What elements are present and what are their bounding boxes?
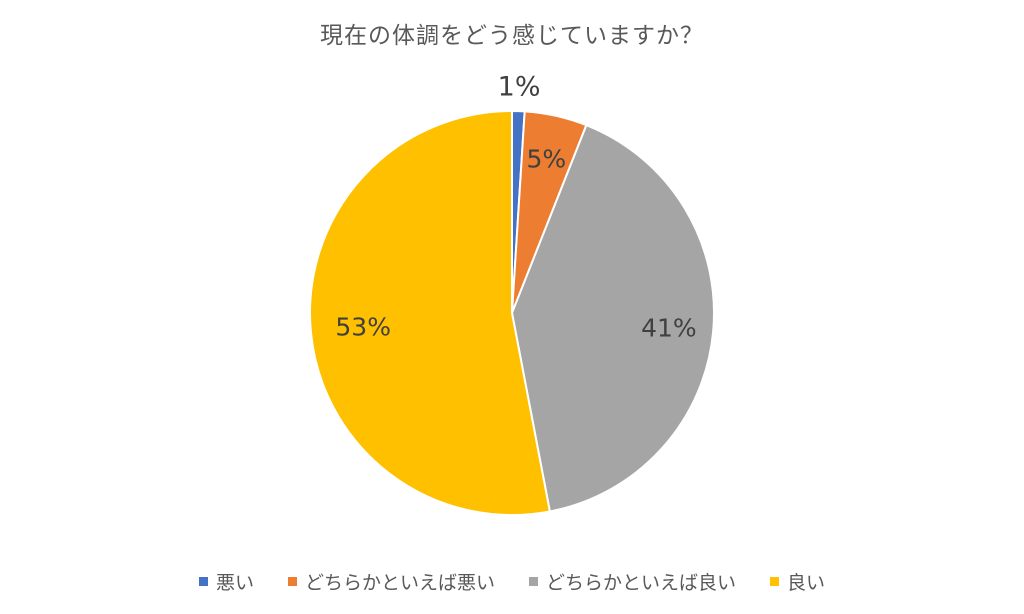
- legend-swatch: [287, 577, 297, 586]
- legend-item: 良い: [770, 568, 825, 595]
- data-label: 1%: [498, 72, 541, 103]
- legend-label: どちらかといえば悪い: [304, 572, 495, 594]
- legend: 悪い どちらかといえば悪い どちらかといえば良い 良い: [0, 568, 1024, 595]
- legend-swatch: [529, 577, 538, 586]
- legend-swatch: [770, 577, 780, 586]
- data-label: 5%: [527, 145, 567, 174]
- legend-label: 良い: [787, 572, 826, 594]
- legend-swatch: [198, 577, 208, 586]
- legend-item: どちらかといえば良い: [529, 568, 736, 595]
- pie-slice: [309, 109, 552, 516]
- data-label: 41%: [641, 313, 697, 342]
- legend-label: どちらかといえば良い: [546, 572, 737, 594]
- legend-label: 悪い: [215, 572, 254, 594]
- data-label: 53%: [335, 313, 391, 342]
- pie-chart: 1% 5% 41% 53%: [309, 72, 715, 516]
- pie-slice: [510, 123, 715, 513]
- legend-item: 悪い: [198, 568, 254, 595]
- legend-item: どちらかといえば悪い: [287, 568, 495, 595]
- chart-title: 現在の体調をどう感じていますか？: [320, 23, 704, 49]
